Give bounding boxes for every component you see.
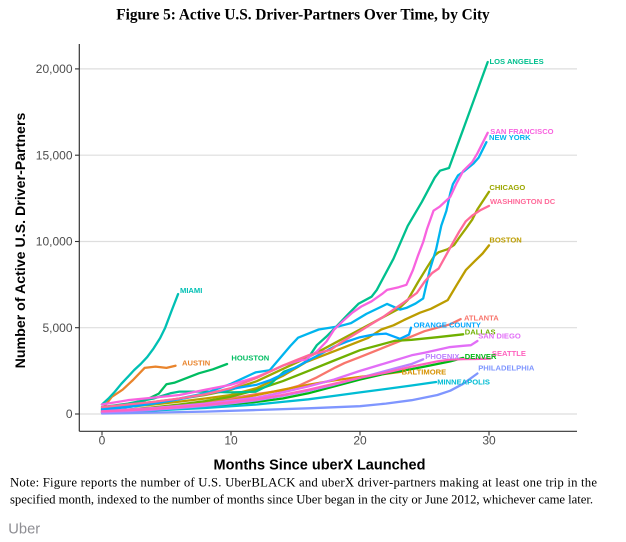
svg-text:PHILADELPHIA: PHILADELPHIA — [478, 364, 535, 373]
svg-text:SAN DIEGO: SAN DIEGO — [478, 331, 521, 340]
svg-text:DALLAS: DALLAS — [465, 327, 496, 336]
svg-text:DENVER: DENVER — [465, 352, 497, 361]
svg-text:ATLANTA: ATLANTA — [464, 314, 499, 323]
svg-text:SAN FRANCISCO: SAN FRANCISCO — [490, 127, 553, 136]
svg-text:30: 30 — [482, 434, 496, 448]
svg-text:BALTIMORE: BALTIMORE — [402, 367, 447, 376]
svg-text:ORANGE COUNTY: ORANGE COUNTY — [414, 321, 482, 330]
svg-text:0: 0 — [66, 407, 73, 421]
svg-text:0: 0 — [99, 434, 106, 448]
svg-text:SEATTLE: SEATTLE — [492, 349, 526, 358]
svg-text:20,000: 20,000 — [36, 62, 73, 76]
svg-text:20: 20 — [353, 434, 367, 448]
svg-text:MIAMI: MIAMI — [180, 286, 202, 295]
svg-text:MINNEAPOLIS: MINNEAPOLIS — [437, 377, 490, 386]
svg-text:WASHINGTON DC: WASHINGTON DC — [490, 197, 556, 206]
svg-text:PHOENIX: PHOENIX — [425, 352, 459, 361]
svg-text:10: 10 — [224, 434, 238, 448]
svg-text:5,000: 5,000 — [42, 321, 72, 335]
svg-text:Uber: Uber — [8, 522, 40, 538]
svg-text:Number of Active U.S. Driver-P: Number of Active U.S. Driver-Partners — [13, 113, 29, 369]
svg-text:HOUSTON: HOUSTON — [231, 354, 269, 363]
svg-text:Note: Figure reports the numbe: Note: Figure reports the number of U.S. … — [10, 476, 597, 490]
svg-text:Figure 5: Active U.S. Driver-P: Figure 5: Active U.S. Driver-Partners Ov… — [116, 7, 490, 24]
svg-text:AUSTIN: AUSTIN — [182, 359, 210, 368]
svg-text:BOSTON: BOSTON — [489, 236, 521, 245]
svg-text:LOS ANGELES: LOS ANGELES — [490, 57, 544, 66]
svg-text:Months Since uberX Launched: Months Since uberX Launched — [214, 458, 426, 474]
svg-text:NEW YORK: NEW YORK — [489, 133, 531, 142]
svg-text:specified month, indexed to th: specified month, indexed to the number o… — [10, 493, 593, 507]
svg-text:15,000: 15,000 — [36, 148, 73, 162]
svg-text:10,000: 10,000 — [36, 235, 73, 249]
svg-text:CHICAGO: CHICAGO — [489, 183, 525, 192]
